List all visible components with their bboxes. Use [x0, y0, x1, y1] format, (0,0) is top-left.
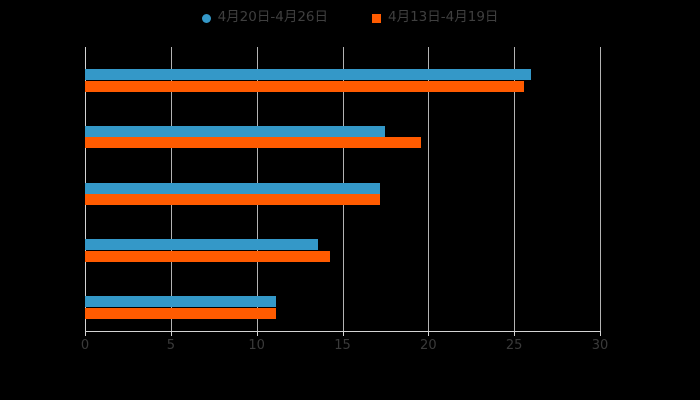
x-axis-tick — [514, 331, 516, 336]
bar[interactable] — [85, 296, 276, 308]
bar[interactable] — [85, 194, 381, 206]
legend-item-series-1[interactable]: 4月13日-4月19日 — [372, 11, 498, 25]
legend-label-series-0: 4月20日-4月26日 — [217, 9, 328, 26]
x-axis-tick-label: 15 — [334, 338, 351, 353]
gridline — [600, 47, 601, 331]
x-axis-tick — [428, 331, 430, 336]
x-axis-tick-label: 10 — [248, 338, 265, 353]
bar-group — [85, 161, 600, 218]
x-axis-tick-label: 20 — [420, 338, 437, 353]
bar[interactable] — [85, 239, 319, 251]
x-axis-tick — [600, 331, 601, 336]
x-axis-tick — [170, 331, 172, 336]
gridline — [514, 47, 516, 331]
bar[interactable] — [85, 69, 532, 80]
x-axis-tick-label: 0 — [80, 338, 90, 353]
legend-marker-square-icon — [372, 13, 381, 23]
bar-group — [85, 104, 600, 161]
x-axis-tick — [342, 331, 344, 336]
bar[interactable] — [85, 182, 381, 194]
chart-legend: 4月20日-4月26日 4月13日-4月19日 — [0, 6, 700, 30]
bar-group — [85, 274, 600, 331]
bar[interactable] — [85, 125, 386, 137]
x-axis-tick — [85, 331, 86, 336]
bar[interactable] — [85, 250, 331, 262]
bar[interactable] — [85, 80, 525, 92]
bar[interactable] — [85, 307, 276, 319]
bar-group — [85, 217, 600, 274]
x-axis-tick — [256, 331, 258, 336]
legend-item-series-0[interactable]: 4月20日-4月26日 — [201, 9, 328, 26]
legend-label-series-1: 4月13日-4月19日 — [388, 9, 499, 26]
legend-marker-circle-icon — [201, 13, 211, 23]
bar[interactable] — [85, 137, 422, 149]
x-axis-tick-label: 30 — [591, 338, 609, 353]
x-axis-tick-label: 5 — [166, 338, 175, 353]
gridline — [428, 47, 430, 331]
x-axis-tick-label: 25 — [505, 338, 523, 353]
bar-group — [85, 47, 600, 104]
